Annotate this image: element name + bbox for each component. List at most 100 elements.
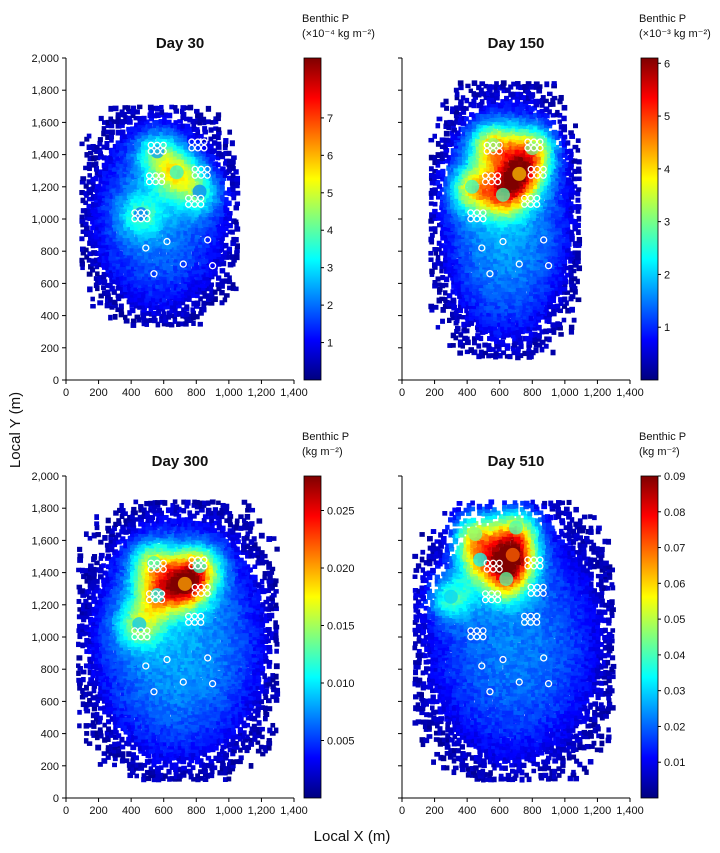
- cell: [476, 275, 482, 281]
- cell: [557, 267, 563, 273]
- cell: [476, 343, 482, 349]
- cell: [137, 137, 143, 143]
- cell: [141, 304, 147, 310]
- cell: [540, 190, 546, 195]
- cell: [144, 303, 150, 309]
- cell: [447, 272, 453, 278]
- cell: [428, 226, 435, 232]
- cell: [551, 134, 558, 140]
- cell: [122, 232, 129, 239]
- cell: [489, 106, 495, 112]
- y-tick-label: 1,600: [31, 117, 59, 129]
- cell: [457, 282, 462, 288]
- cell: [205, 218, 211, 225]
- cell: [133, 129, 139, 136]
- cell: [539, 123, 545, 130]
- cell: [98, 176, 104, 182]
- cell: [190, 289, 197, 295]
- cell: [127, 119, 133, 125]
- cell: [439, 205, 445, 211]
- cell: [532, 215, 538, 222]
- cell: [457, 272, 464, 278]
- cell: [507, 275, 512, 281]
- cell: [148, 239, 154, 244]
- cell: [169, 130, 175, 136]
- cell: [546, 311, 553, 318]
- cell: [154, 173, 161, 179]
- cell: [129, 225, 136, 231]
- cell: [493, 109, 498, 115]
- cell: [143, 133, 150, 139]
- cell: [233, 237, 239, 243]
- cell: [122, 166, 128, 172]
- cell: [123, 253, 130, 259]
- cell: [141, 744, 147, 750]
- cell: [429, 179, 436, 186]
- cell: [558, 228, 564, 235]
- cell: [206, 179, 211, 186]
- cell: [508, 158, 514, 164]
- cell: [522, 243, 528, 249]
- cell: [446, 191, 452, 197]
- cell: [119, 122, 125, 128]
- cell: [464, 282, 470, 288]
- cell: [525, 81, 532, 87]
- cell: [468, 253, 475, 260]
- cell: [138, 193, 144, 199]
- cell: [486, 314, 492, 320]
- cell: [126, 133, 133, 139]
- cell: [123, 175, 129, 182]
- cell: [148, 194, 154, 200]
- cell: [105, 211, 111, 217]
- cell: [144, 226, 151, 233]
- cell: [126, 261, 132, 267]
- cell: [478, 186, 484, 193]
- cell: [111, 267, 117, 273]
- cell: [497, 232, 503, 239]
- cell: [186, 158, 193, 165]
- cell: [468, 123, 473, 129]
- cell: [222, 297, 228, 303]
- cell: [187, 254, 193, 260]
- cell: [152, 229, 157, 235]
- cell: [148, 737, 154, 743]
- hotspot: [169, 165, 184, 180]
- cell: [546, 251, 552, 256]
- cell: [151, 172, 158, 178]
- cell: [79, 179, 86, 185]
- cell: [568, 272, 574, 278]
- cell: [202, 204, 208, 210]
- cell: [474, 301, 480, 307]
- cell: [184, 304, 190, 310]
- cell: [169, 260, 175, 266]
- cell: [475, 272, 482, 278]
- cell: [497, 321, 502, 327]
- cell: [543, 183, 550, 190]
- cell: [543, 106, 550, 113]
- cell: [521, 237, 528, 243]
- cell: [444, 237, 450, 244]
- cell: [475, 179, 482, 184]
- cell: [465, 286, 471, 292]
- y-tick-label: 1,200: [31, 182, 59, 194]
- cell: [177, 293, 182, 299]
- cell: [471, 336, 477, 342]
- cell: [475, 194, 482, 201]
- cell: [166, 257, 171, 264]
- cell: [162, 137, 167, 143]
- cell: [188, 271, 194, 276]
- cell: [468, 261, 475, 268]
- cell: [543, 176, 549, 182]
- cell: [468, 169, 474, 175]
- cell: [223, 226, 229, 232]
- cell: [550, 293, 557, 299]
- cell: [500, 226, 506, 232]
- cell: [500, 120, 507, 126]
- cell: [503, 101, 510, 108]
- cell: [490, 347, 496, 352]
- cell: [138, 283, 143, 288]
- cell: [148, 274, 154, 280]
- cell: [486, 346, 493, 353]
- cell: [461, 151, 467, 157]
- cell: [193, 127, 200, 132]
